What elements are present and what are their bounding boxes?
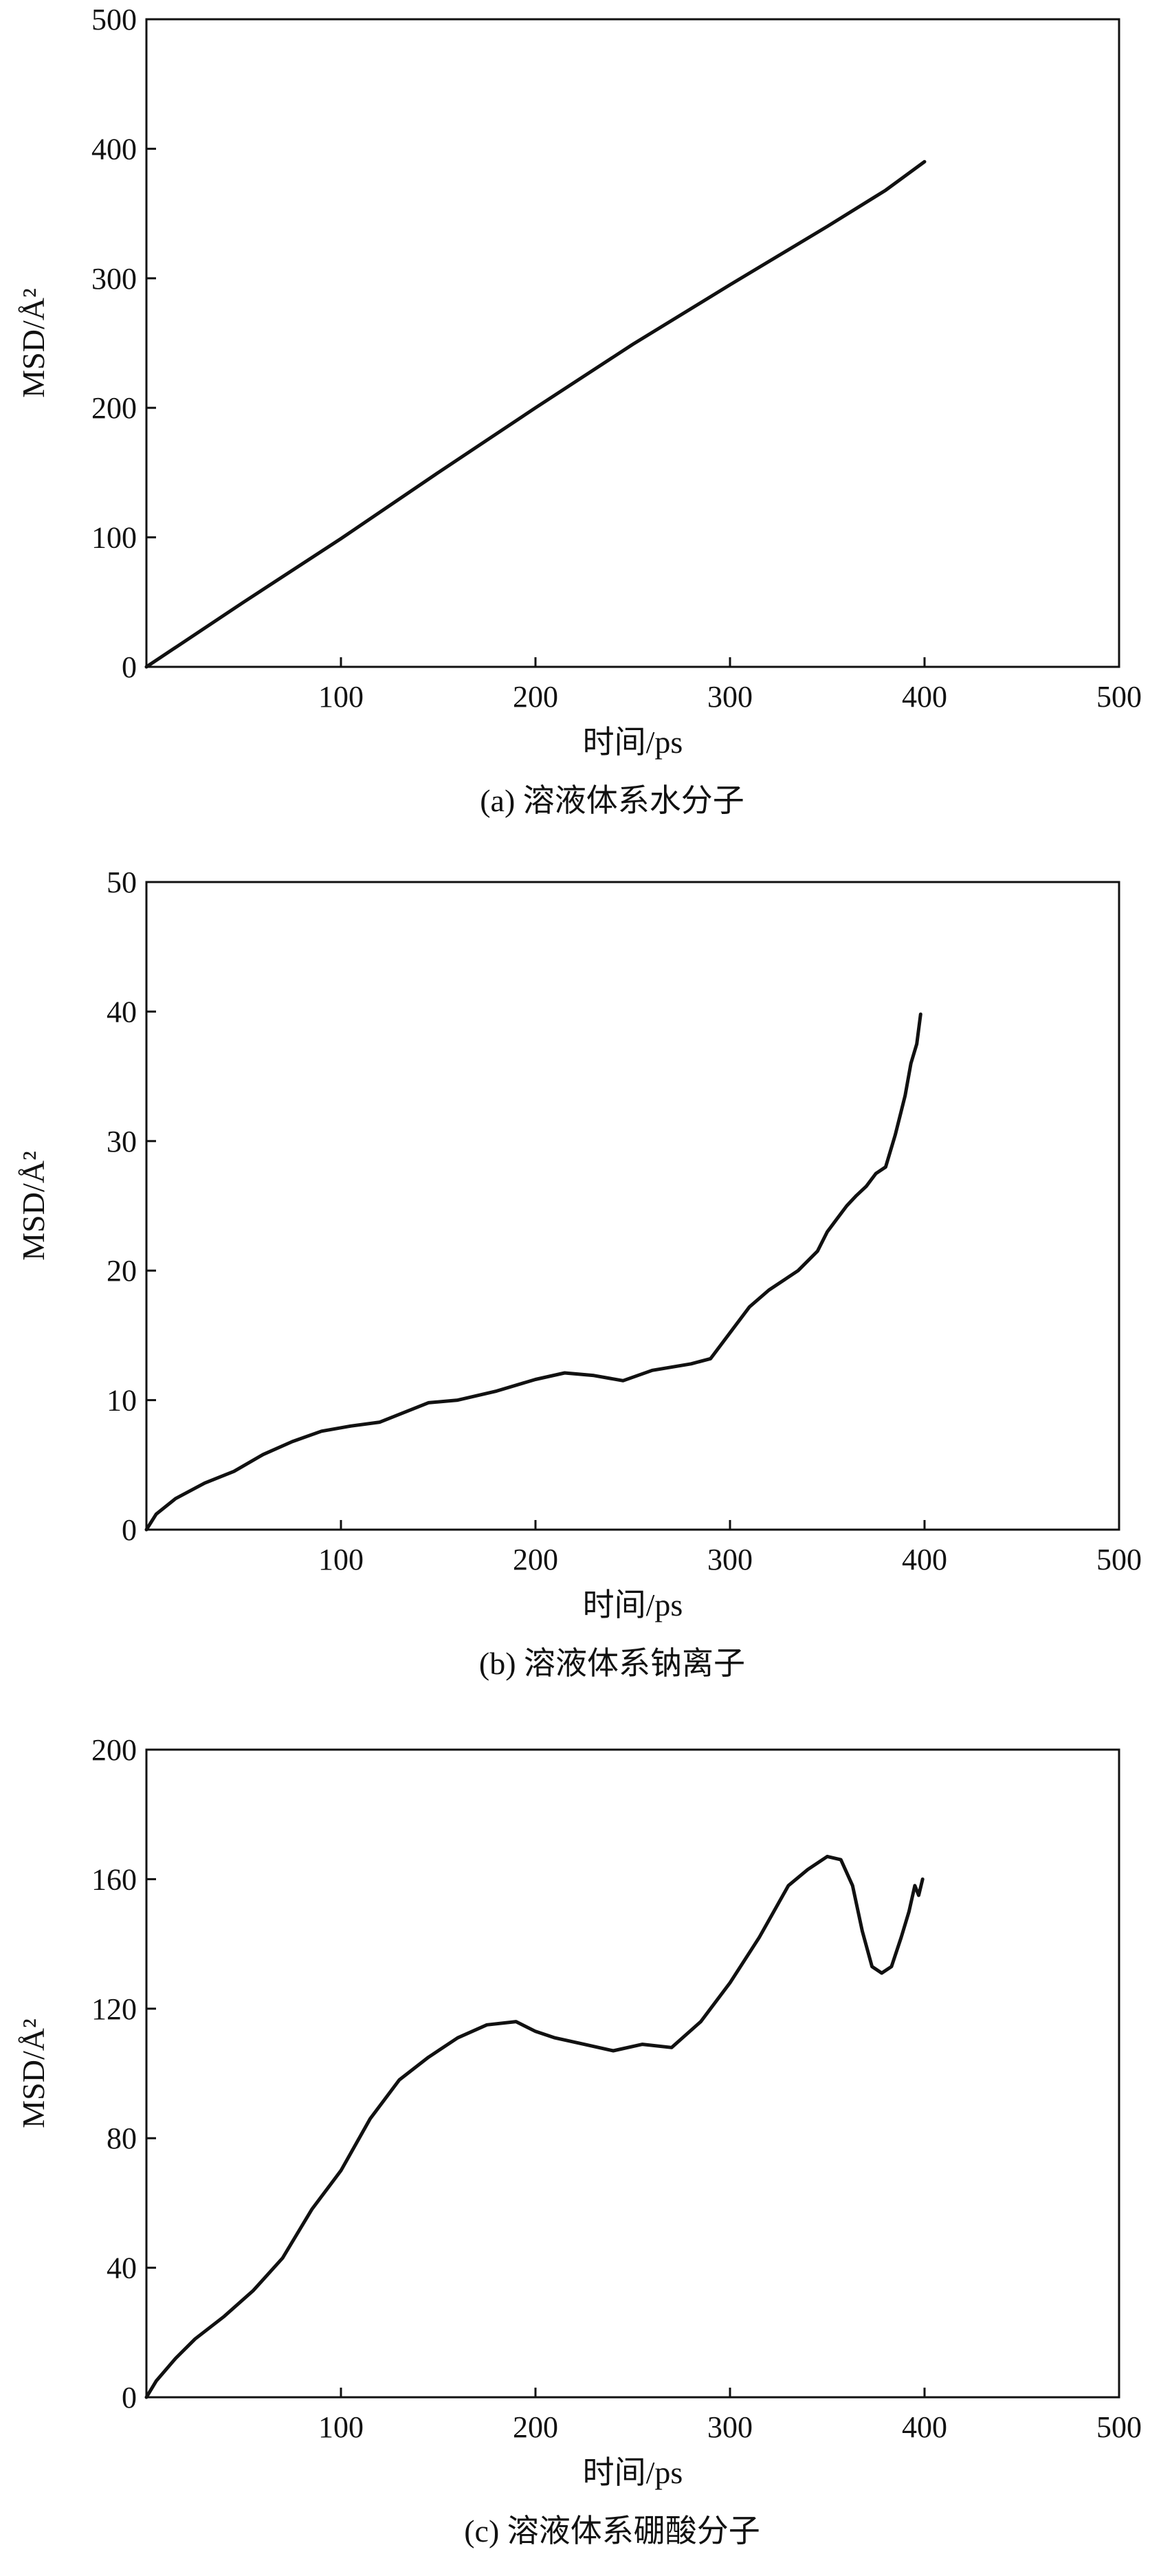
- y-tick-label: 0: [122, 2381, 137, 2414]
- y-tick-label: 20: [107, 1254, 137, 1288]
- y-tick-label: 50: [107, 866, 137, 899]
- panel-caption: (a) 溶液体系水分子: [480, 783, 744, 818]
- x-tick-label: 100: [318, 680, 364, 714]
- y-tick-label: 10: [107, 1384, 137, 1418]
- x-axis-label: 时间/ps: [583, 725, 683, 760]
- x-axis-label: 时间/ps: [583, 1587, 683, 1622]
- y-tick-label: 200: [91, 391, 137, 425]
- x-tick-label: 400: [902, 2410, 947, 2444]
- y-axis-label: MSD/Å²: [16, 2018, 51, 2128]
- x-tick-label: 200: [513, 2410, 558, 2444]
- x-tick-label: 100: [318, 2410, 364, 2444]
- y-tick-label: 40: [107, 995, 137, 1028]
- x-tick-label: 100: [318, 1543, 364, 1576]
- x-tick-label: 300: [707, 2410, 753, 2444]
- x-tick-label: 500: [1096, 680, 1142, 714]
- y-tick-label: 400: [91, 132, 137, 166]
- y-axis-label: MSD/Å²: [16, 1151, 51, 1261]
- x-tick-label: 200: [513, 680, 558, 714]
- series-line-1: [144, 159, 927, 669]
- plot-frame: [145, 1748, 1120, 2399]
- plot-frame: [145, 881, 1120, 1531]
- y-tick-label: 0: [122, 1513, 137, 1547]
- y-tick-label: 200: [91, 1733, 137, 1767]
- y-axis-label: MSD/Å²: [16, 288, 51, 398]
- chart-panel-2: 100 200 300 400 500 0 10 20 30 40 50 时间/ps MSD/Å² (b)…: [16, 866, 1142, 1681]
- y-tick-label: 100: [91, 521, 137, 555]
- x-tick-label: 500: [1096, 2410, 1142, 2444]
- panel-caption: (c) 溶液体系硼酸分子: [464, 2513, 760, 2549]
- panels: 100 200 300 400 5000100200300400500时间/psMSD/…: [16, 3, 1142, 2549]
- y-tick-label: 500: [91, 3, 137, 36]
- series-line-1: [144, 1854, 925, 2399]
- x-tick-label: 300: [707, 680, 753, 714]
- series-line-1: [144, 1012, 922, 1532]
- y-tick-label: 0: [122, 650, 137, 684]
- y-tick-label: 160: [91, 1862, 137, 1896]
- y-tick-label: 30: [107, 1125, 137, 1158]
- x-tick-label: 400: [902, 1543, 947, 1576]
- y-tick-label: 80: [107, 2122, 137, 2155]
- x-tick-label: 500: [1096, 1543, 1142, 1576]
- chart-panel-3: 100 200 300 400 500 0 40 80 120 160 200 时间/ps MSD/Å²…: [16, 1733, 1142, 2549]
- x-axis-label: 时间/ps: [583, 2455, 683, 2490]
- panel-caption: (b) 溶液体系钠离子: [479, 1646, 745, 1681]
- chart-panel-1: 100 200 300 400 500 0 100 200 300 400 500 时间/ps MSD/…: [16, 3, 1142, 818]
- x-tick-label: 400: [902, 680, 947, 714]
- y-tick-label: 120: [91, 1992, 137, 2026]
- plot-frame: [145, 18, 1120, 668]
- y-tick-label: 40: [107, 2252, 137, 2285]
- x-tick-label: 300: [707, 1543, 753, 1576]
- x-tick-label: 200: [513, 1543, 558, 1576]
- y-tick-label: 300: [91, 262, 137, 296]
